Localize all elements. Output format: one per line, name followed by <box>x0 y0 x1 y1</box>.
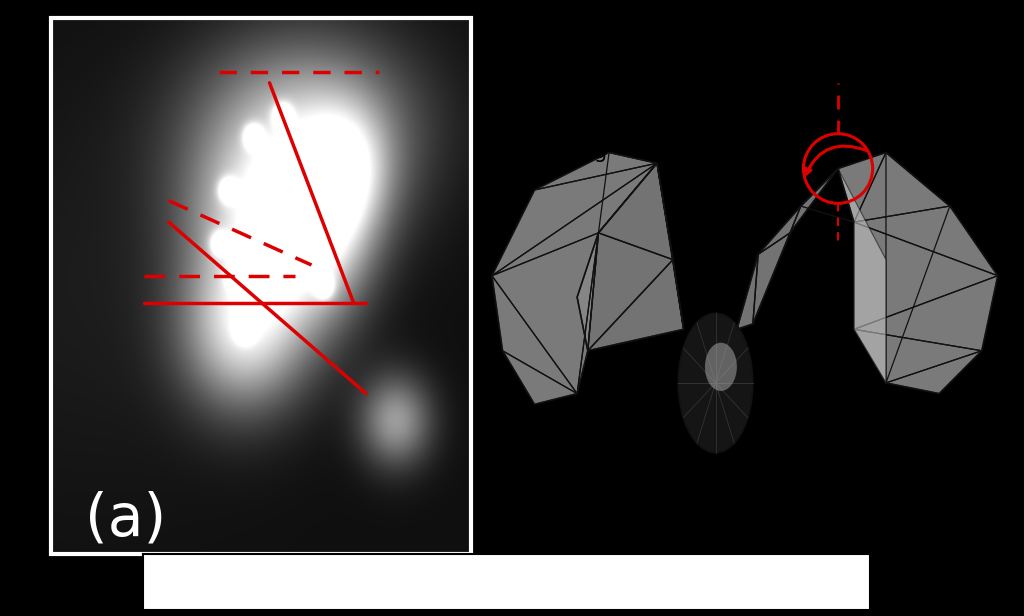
Text: (a): (a) <box>85 490 166 547</box>
Polygon shape <box>838 169 886 383</box>
Text: (b): (b) <box>513 34 596 92</box>
Polygon shape <box>838 153 997 394</box>
Text: Wrist: Wrist <box>859 89 912 109</box>
Polygon shape <box>492 153 657 404</box>
Polygon shape <box>578 163 684 351</box>
Text: Armwing: Armwing <box>673 158 765 179</box>
Ellipse shape <box>678 313 753 453</box>
Text: Handwing: Handwing <box>503 142 606 163</box>
Ellipse shape <box>705 342 737 391</box>
Polygon shape <box>737 169 838 330</box>
